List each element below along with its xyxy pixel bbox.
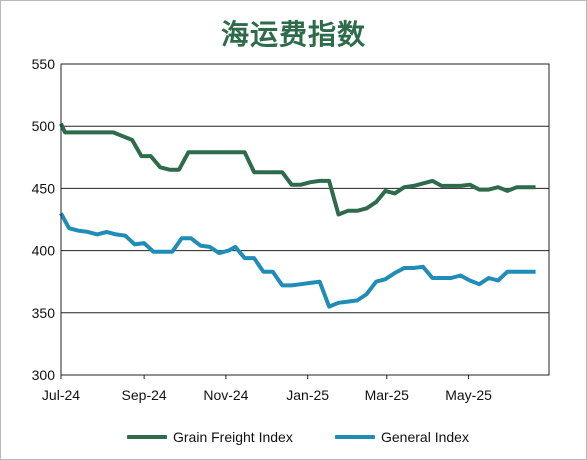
legend: Grain Freight Index General Index: [1, 426, 586, 448]
legend-item-grain-freight-index: Grain Freight Index: [127, 426, 293, 448]
plot-area-border: [60, 63, 550, 376]
y-tick-label-350: 350: [32, 305, 56, 321]
y-tick-label-450: 450: [32, 180, 56, 196]
x-tick-label-Jan-25: Jan-25: [286, 387, 329, 403]
y-tick-label-300: 300: [32, 367, 56, 383]
grid-lines: [61, 125, 549, 314]
y-tick-label-550: 550: [32, 56, 56, 72]
y-axis-ticks: 300 350 400 450 500 550: [32, 56, 56, 383]
legend-label-general-index: General Index: [381, 429, 469, 445]
x-tick-label-Mar-25: Mar-25: [365, 387, 410, 403]
series-lines: [59, 122, 536, 309]
x-tick-label-Sep-24: Sep-24: [122, 387, 167, 403]
y-tick-label-400: 400: [32, 243, 56, 259]
legend-swatch-general-index: [335, 435, 375, 439]
line-chart: 300 350 400 450 500 550 Jul-24 Sep-24 Nov-24 Jan…: [32, 56, 550, 403]
y-tick-label-500: 500: [32, 118, 56, 134]
series-line-general-index: [59, 212, 536, 309]
x-tick-label-May-25: May-25: [445, 387, 492, 403]
legend-item-general-index: General Index: [335, 426, 469, 448]
series-line-grain-freight-index: [59, 122, 536, 217]
legend-swatch-grain-freight-index: [127, 435, 167, 439]
x-tick-label-Jul-24: Jul-24: [42, 387, 80, 403]
x-axis-ticks: Jul-24 Sep-24 Nov-24 Jan-25 Mar-25 May-25: [42, 375, 492, 403]
legend-label-grain-freight-index: Grain Freight Index: [173, 429, 293, 445]
chart-title: 海运费指数: [220, 18, 366, 51]
x-tick-label-Nov-24: Nov-24: [203, 387, 248, 403]
